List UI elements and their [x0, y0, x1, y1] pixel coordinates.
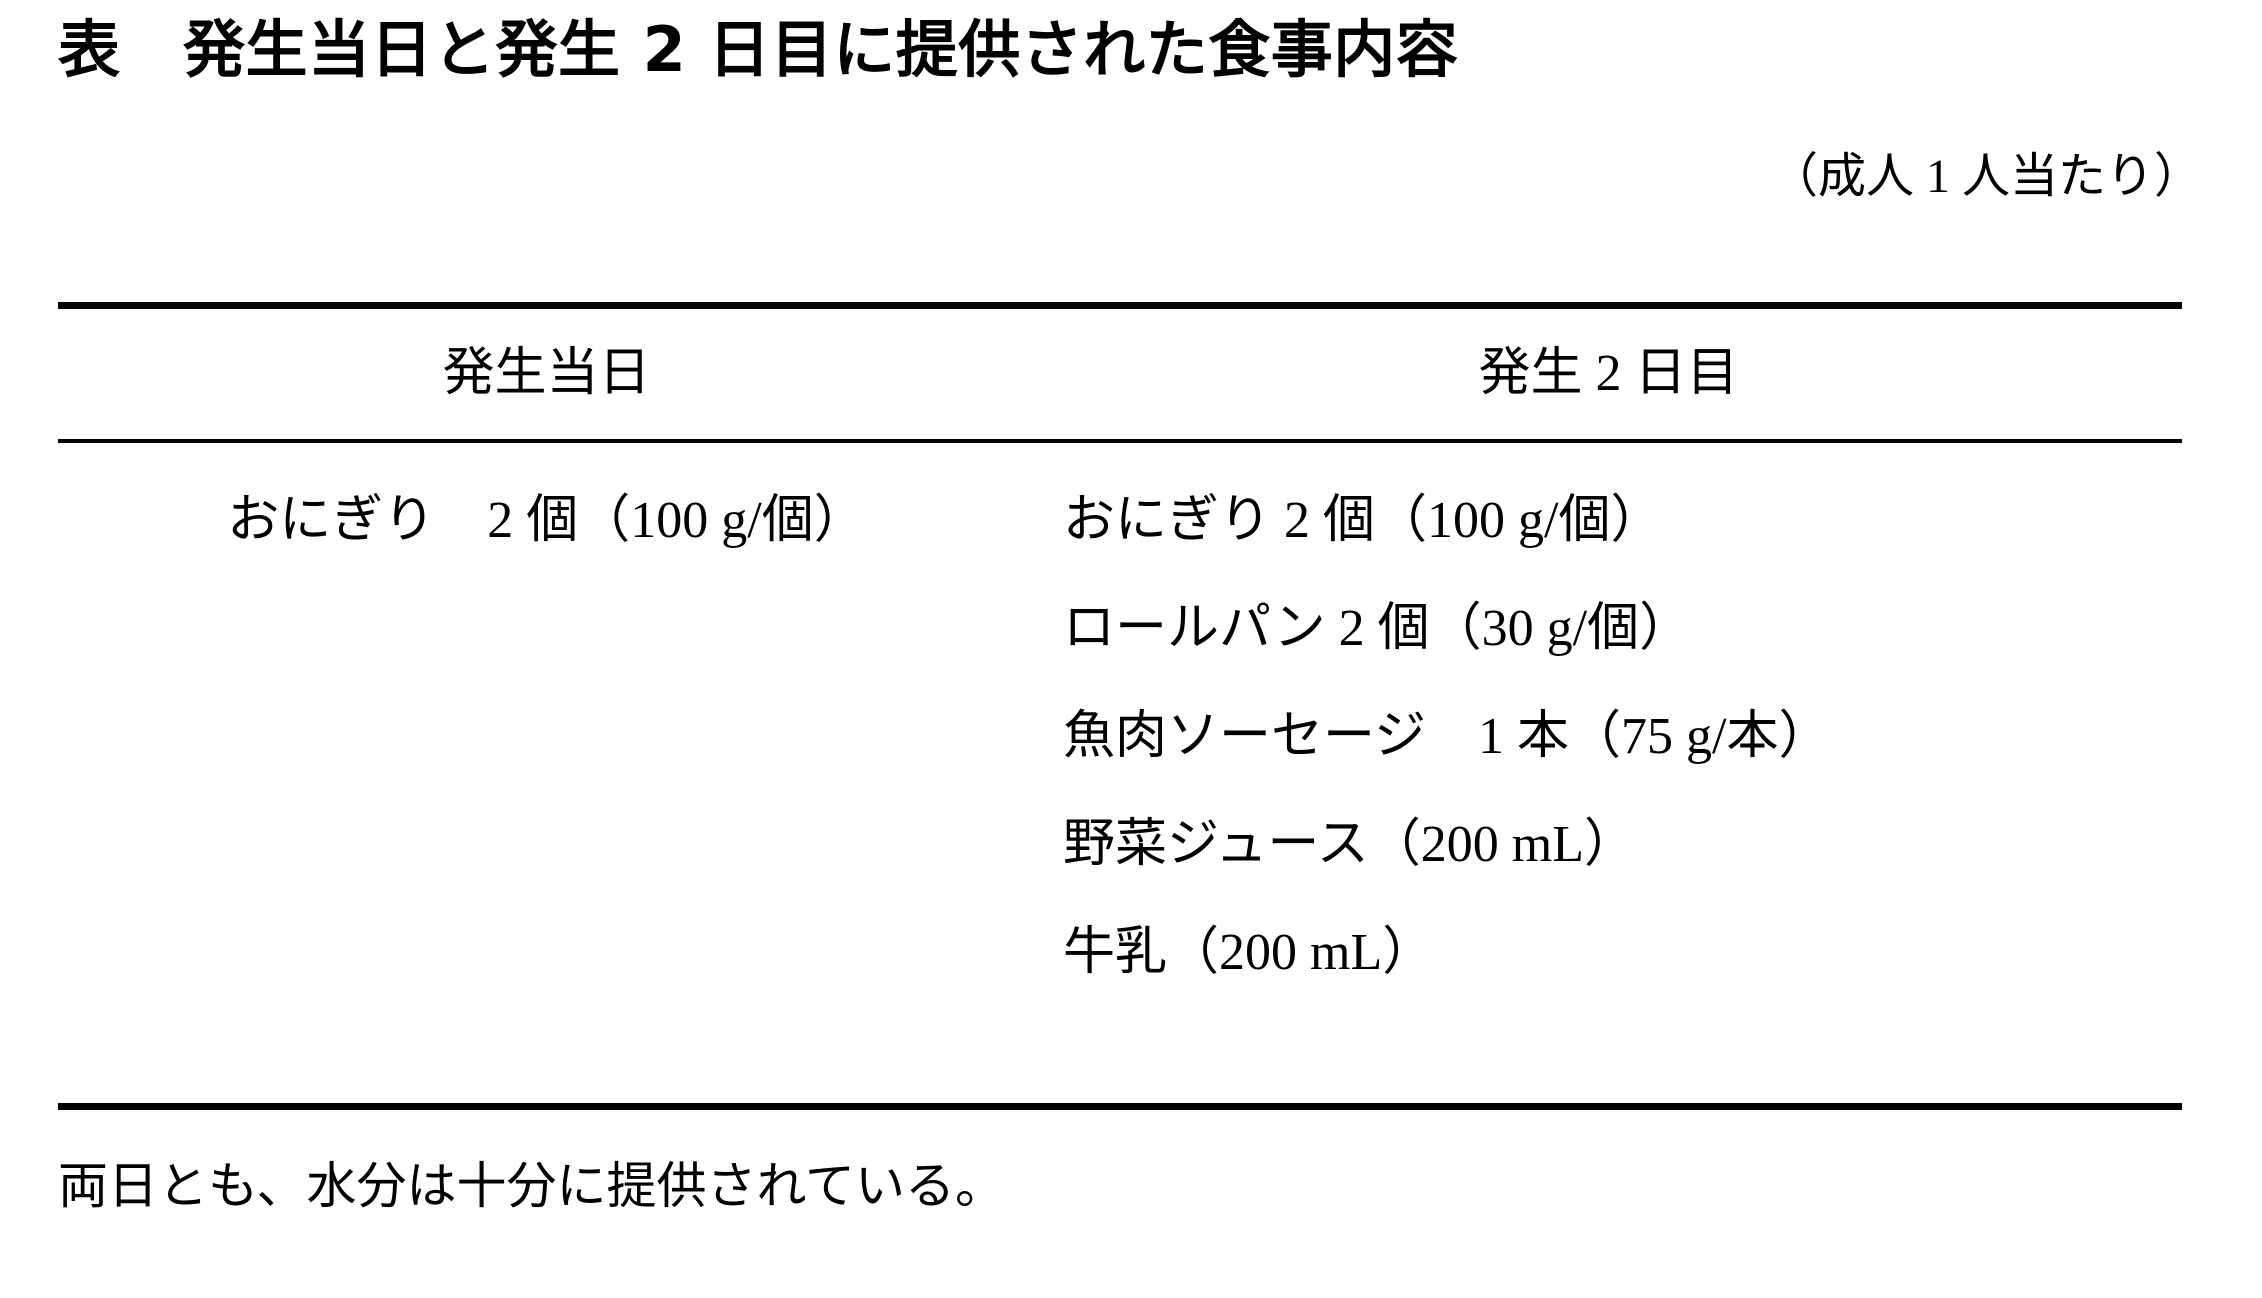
list-item: 魚肉ソーセージ 1 本（75 g/本）: [1063, 708, 1831, 765]
page-title: 表 発生当日と発生 2 日目に提供された食事内容: [58, 13, 1459, 86]
table-bottom-rule: [58, 1103, 2182, 1110]
list-item: ロールパン 2 個（30 g/個）: [1063, 600, 1692, 657]
column-header-day2: 発生 2 日目: [1478, 345, 1739, 402]
table-footnote: 両日とも、水分は十分に提供されている。: [58, 1158, 1005, 1214]
list-item: 野菜ジュース（200 mL）: [1063, 816, 1637, 873]
list-item: 牛乳（200 mL）: [1063, 924, 1435, 981]
column-header-day1: 発生当日: [442, 345, 651, 402]
list-item: おにぎり 2 個（100 g/個）: [1063, 492, 1663, 549]
table-row: おにぎり 2 個（100 g/個） おにぎり 2 個（100 g/個） ロールパ…: [58, 443, 2182, 1103]
table-top-rule: [58, 302, 2182, 309]
list-item: おにぎり 2 個（100 g/個）: [227, 492, 866, 549]
per-person-unit-note: （成人 1 人当たり）: [1769, 150, 2202, 203]
cell-day1-items: おにぎり 2 個（100 g/個）: [58, 453, 1035, 1103]
table-header-row: 発生当日 発生 2 日目: [58, 309, 2182, 439]
meal-contents-table: 発生当日 発生 2 日目 おにぎり 2 個（100 g/個） おにぎり 2 個（…: [58, 302, 2182, 1110]
cell-day2-items: おにぎり 2 個（100 g/個） ロールパン 2 個（30 g/個） 魚肉ソー…: [1035, 453, 2182, 1103]
table-header-rule: [58, 439, 2182, 443]
